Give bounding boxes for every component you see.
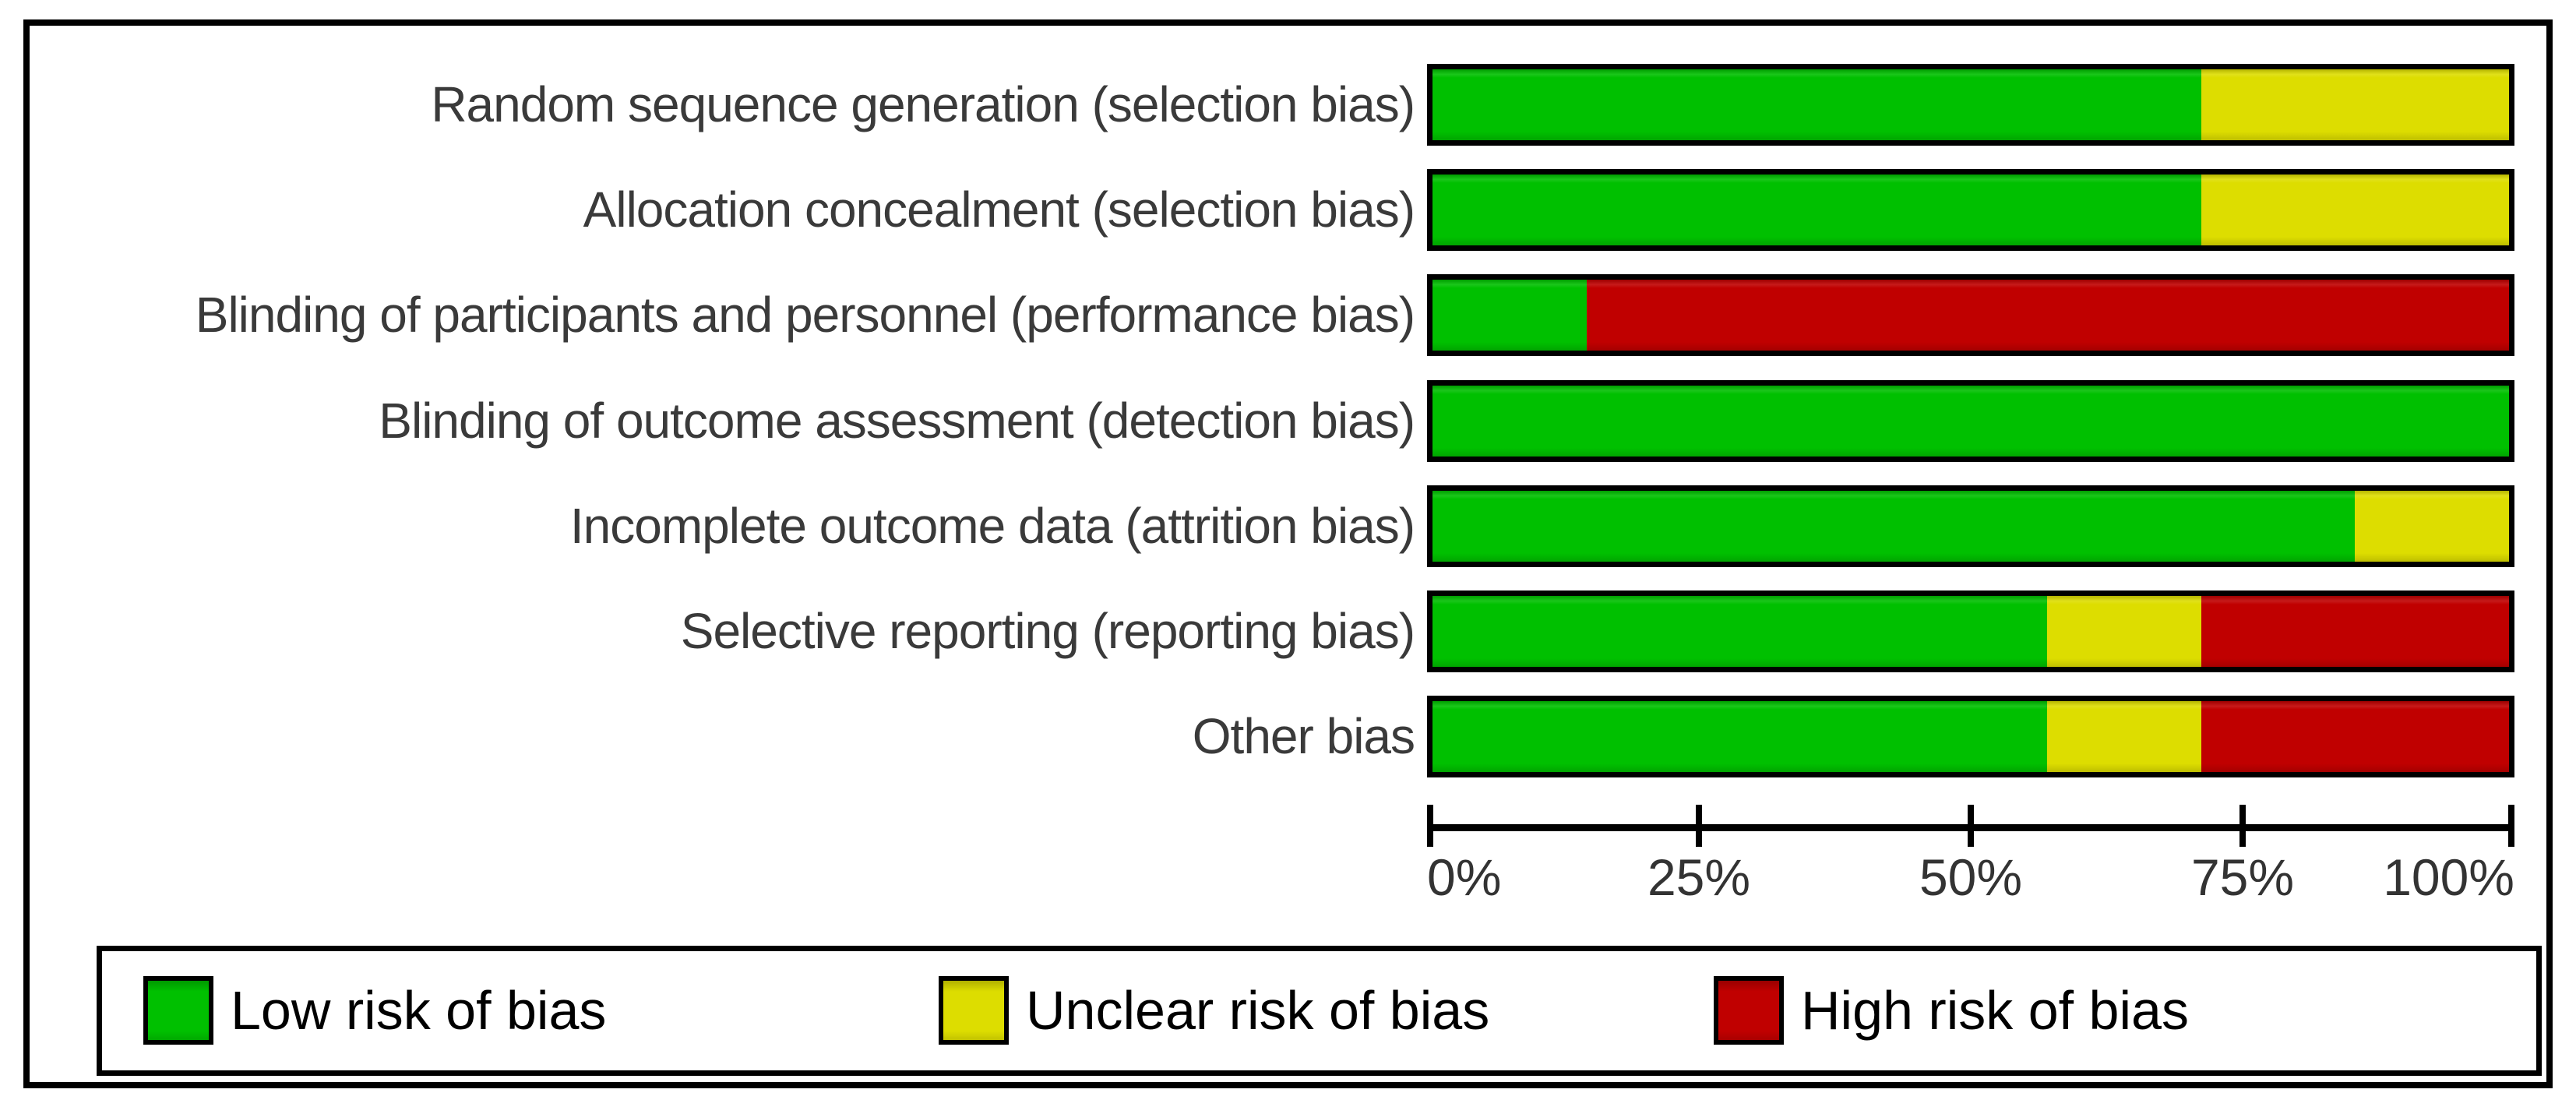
row-label: Blinding of participants and personnel (…: [195, 287, 1415, 343]
bar-segment-unclear: [2355, 491, 2509, 562]
row-label: Other bias: [1192, 708, 1415, 764]
bar-segment-high: [2201, 596, 2509, 667]
stacked-bar: [1427, 696, 2514, 777]
stacked-bar: [1427, 169, 2514, 251]
axis-tick: [1427, 805, 1433, 847]
row-label: Selective reporting (reporting bias): [680, 603, 1415, 659]
bar-segment-unclear: [2201, 69, 2509, 140]
stacked-bar: [1427, 274, 2514, 356]
axis-tick-label: 75%: [2190, 848, 2295, 906]
legend-label: Unclear risk of bias: [1026, 980, 1490, 1041]
axis-tick: [2239, 805, 2246, 847]
axis-tick: [2508, 805, 2514, 847]
row-label: Incomplete outcome data (attrition bias): [569, 498, 1415, 554]
bar-segment-high: [2201, 701, 2509, 772]
bar-segment-low: [1432, 701, 2048, 772]
stacked-bar: [1427, 64, 2514, 146]
axis-tick-label: 100%: [2383, 848, 2514, 906]
bar-segment-low: [1432, 596, 2048, 667]
bar-segment-unclear: [2047, 596, 2201, 667]
bar-segment-low: [1432, 386, 2509, 457]
axis-tick-label: 50%: [1919, 848, 2023, 906]
row-label: Allocation concealment (selection bias): [583, 182, 1415, 238]
axis-tick-label: 0%: [1427, 848, 1502, 906]
stacked-bar: [1427, 485, 2514, 567]
chart-frame: Random sequence generation (selection bi…: [23, 19, 2553, 1088]
bar-segment-low: [1432, 280, 1587, 351]
row-label: Blinding of outcome assessment (detectio…: [379, 393, 1415, 449]
legend-label: Low risk of bias: [231, 980, 607, 1041]
bar-segment-low: [1432, 491, 2356, 562]
legend-box: Low risk of bias Unclear risk of bias High…: [97, 946, 2542, 1076]
bar-segment-low: [1432, 175, 2201, 245]
axis-tick: [1696, 805, 1702, 847]
bar-segment-unclear: [2047, 701, 2201, 772]
bar-segment-unclear: [2201, 175, 2509, 245]
legend-swatch-unclear: [939, 976, 1009, 1045]
legend-swatch-low: [143, 976, 213, 1045]
bar-segment-low: [1432, 69, 2201, 140]
axis-tick-label: 25%: [1647, 848, 1751, 906]
legend-swatch-high: [1714, 976, 1784, 1045]
bar-segment-high: [1586, 280, 2509, 351]
stacked-bar: [1427, 590, 2514, 672]
legend-label: High risk of bias: [1801, 980, 2189, 1041]
row-label: Random sequence generation (selection bi…: [431, 76, 1415, 132]
stacked-bar: [1427, 380, 2514, 462]
axis-tick: [1968, 805, 1974, 847]
